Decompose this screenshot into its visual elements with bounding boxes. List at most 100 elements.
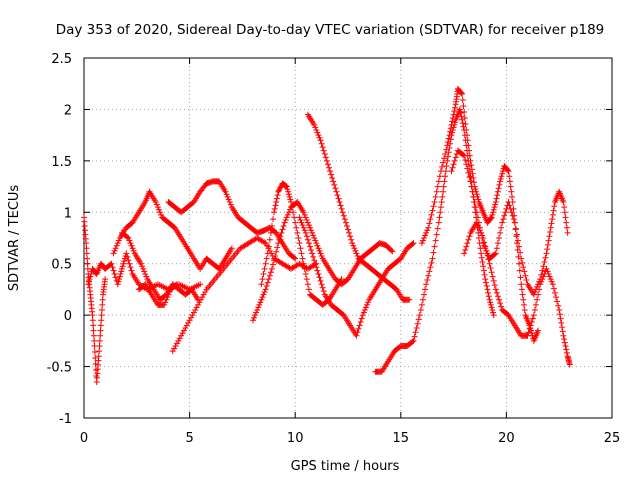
data-point: [422, 286, 429, 293]
data-point: [490, 209, 497, 216]
data-point: [430, 249, 437, 256]
data-point: [435, 178, 442, 185]
data-point: [295, 235, 302, 241]
data-point: [421, 235, 428, 241]
data-point: [140, 265, 147, 272]
y-tick-label: 0: [64, 309, 72, 324]
data-point: [469, 188, 476, 195]
data-point: [547, 229, 554, 235]
data-point: [162, 299, 169, 306]
data-point: [466, 152, 473, 159]
data-point: [312, 124, 319, 131]
data-point: [112, 274, 119, 281]
data-point: [564, 229, 571, 236]
data-point: [497, 175, 504, 182]
data-point: [89, 312, 96, 319]
data-point: [85, 281, 92, 288]
data-point: [474, 222, 481, 229]
data-point: [172, 343, 179, 349]
data-point: [490, 277, 497, 284]
data-point: [449, 164, 456, 171]
data-point: [473, 219, 480, 226]
series-track-3: [110, 188, 235, 272]
data-point: [338, 205, 345, 212]
data-point: [544, 246, 551, 253]
data-point: [255, 304, 262, 311]
data-point: [314, 242, 321, 249]
data-point: [141, 268, 148, 275]
data-point: [332, 185, 339, 192]
data-point: [318, 253, 325, 259]
data-point: [525, 329, 532, 336]
data-point: [432, 193, 439, 200]
data-point: [281, 219, 288, 226]
data-point: [334, 192, 341, 199]
data-point: [84, 260, 91, 267]
y-tick-label: -0.5: [47, 361, 72, 376]
data-point: [95, 353, 102, 360]
data-point: [484, 286, 491, 293]
data-point: [315, 245, 322, 252]
data-point: [338, 276, 345, 283]
data-point: [557, 315, 564, 322]
data-point: [505, 199, 512, 205]
data-point: [459, 97, 466, 103]
data-point: [456, 106, 463, 113]
data-point: [500, 216, 507, 223]
data-point: [562, 343, 569, 349]
data-point: [97, 322, 104, 329]
y-tick-label: 1: [64, 206, 72, 221]
data-point: [96, 348, 103, 355]
data-point: [441, 178, 448, 185]
data-point: [473, 191, 480, 198]
data-point: [556, 307, 563, 313]
data-point: [499, 168, 506, 175]
data-point: [439, 193, 446, 200]
data-point: [262, 240, 269, 247]
data-point: [262, 286, 269, 293]
data-point: [285, 188, 292, 195]
data-point: [531, 289, 538, 295]
data-point: [275, 240, 282, 247]
data-point: [96, 337, 103, 344]
data-point: [506, 178, 513, 185]
data-point: [535, 327, 542, 334]
data-point: [444, 142, 451, 149]
data-point: [538, 278, 545, 285]
data-point: [301, 227, 308, 234]
data-point: [304, 236, 311, 243]
data-point: [89, 317, 96, 324]
data-point: [249, 317, 256, 324]
data-point: [310, 253, 317, 260]
data-point: [296, 214, 303, 221]
chart-title: Day 353 of 2020, Sidereal Day-to-day VTE…: [56, 22, 605, 38]
data-point: [519, 291, 526, 298]
data-point: [531, 307, 538, 313]
data-point: [328, 171, 335, 178]
data-point: [520, 296, 527, 303]
data-point: [267, 269, 274, 276]
data-point: [362, 304, 369, 311]
data-point: [435, 219, 442, 226]
data-point: [487, 299, 494, 306]
data-point: [450, 161, 457, 168]
data-point: [559, 324, 566, 331]
data-point: [125, 235, 132, 241]
data-point: [271, 257, 278, 264]
series-track-12: [372, 106, 497, 375]
data-point: [428, 211, 435, 218]
data-point: [327, 168, 334, 175]
data-point: [448, 121, 455, 128]
data-point: [539, 276, 546, 283]
data-point: [298, 250, 305, 257]
data-point: [361, 307, 368, 313]
data-point: [440, 159, 447, 166]
data-point: [546, 233, 553, 240]
data-point: [282, 182, 289, 189]
data-point: [283, 183, 290, 190]
data-point: [350, 242, 357, 249]
data-point: [543, 250, 550, 257]
data-point: [488, 269, 495, 276]
y-tick-label: -1: [59, 412, 72, 427]
data-point: [437, 209, 444, 216]
